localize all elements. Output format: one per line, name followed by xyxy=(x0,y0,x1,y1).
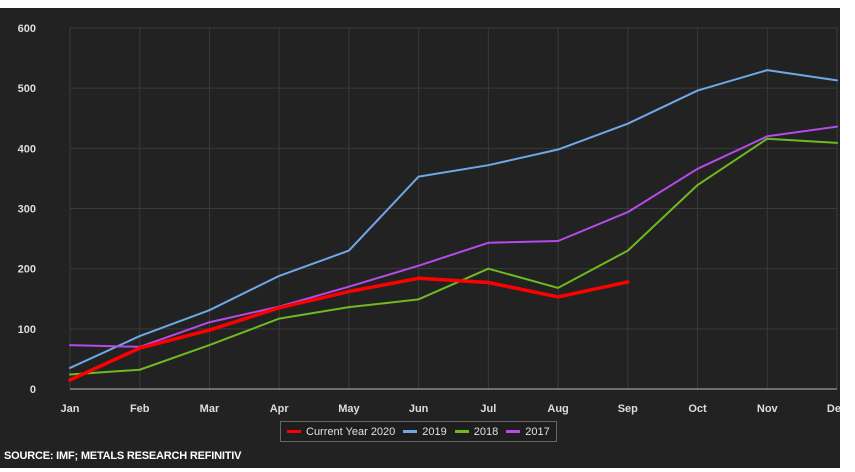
y-tick-label: 0 xyxy=(30,384,36,396)
legend-swatch xyxy=(506,430,521,433)
x-tick-label: Feb xyxy=(130,403,150,415)
series-line-2018 xyxy=(69,137,838,376)
x-tick-label: Apr xyxy=(270,403,290,415)
x-tick-label: Dec xyxy=(827,403,840,415)
line-chart: 0 100 200 300 400 500 600 Jan Feb Mar Apr May Jun Ju… xyxy=(18,23,840,415)
x-tick-label: Aug xyxy=(547,403,568,415)
chart-panel: 0 100 200 300 400 500 600 Jan Feb Mar Apr May Jun Ju… xyxy=(0,8,840,468)
legend-swatch xyxy=(454,430,469,433)
series-line-2019 xyxy=(69,69,838,369)
y-tick-label: 400 xyxy=(18,143,36,155)
y-tick-label: 500 xyxy=(18,83,36,95)
legend-item-2018[interactable]: 2018 xyxy=(454,425,499,438)
legend-label: 2017 xyxy=(525,425,550,438)
x-tick-label: Jun xyxy=(409,403,429,415)
x-tick-label: Mar xyxy=(200,403,220,415)
legend-label: Current Year 2020 xyxy=(306,425,396,438)
x-tick-label: Jul xyxy=(480,403,496,415)
legend-swatch xyxy=(403,430,418,433)
legend-item-current-year-2020[interactable]: Current Year 2020 xyxy=(287,426,395,438)
legend: Current Year 2020 2019 2018 2017 xyxy=(280,421,557,442)
legend-item-2019[interactable]: 2019 xyxy=(403,425,447,438)
x-tick-label: Sep xyxy=(618,403,638,415)
x-axis-ticks: Jan Feb Mar Apr May Jun Jul Aug Sep Oct Nov Dec xyxy=(61,403,840,415)
series-lines xyxy=(68,69,838,382)
y-axis-ticks: 0 100 200 300 400 500 600 xyxy=(18,23,36,396)
x-tick-label: May xyxy=(338,403,360,415)
y-tick-label: 200 xyxy=(18,264,36,276)
x-tick-label: Oct xyxy=(688,403,707,415)
legend-label: 2018 xyxy=(473,425,499,438)
y-tick-label: 300 xyxy=(18,204,36,216)
legend-label: 2019 xyxy=(422,425,447,438)
series-line-current-year-2020 xyxy=(68,276,630,382)
legend-item-2017[interactable]: 2017 xyxy=(506,425,550,438)
grid xyxy=(69,27,838,389)
x-tick-label: Nov xyxy=(757,403,779,415)
source-note: SOURCE: IMF; METALS RESEARCH REFINITIV xyxy=(4,450,242,462)
x-tick-label: Jan xyxy=(61,403,80,415)
legend-swatch xyxy=(287,430,301,433)
series-line-2017 xyxy=(69,125,838,348)
y-tick-label: 100 xyxy=(18,324,36,336)
y-tick-label: 600 xyxy=(18,23,36,35)
